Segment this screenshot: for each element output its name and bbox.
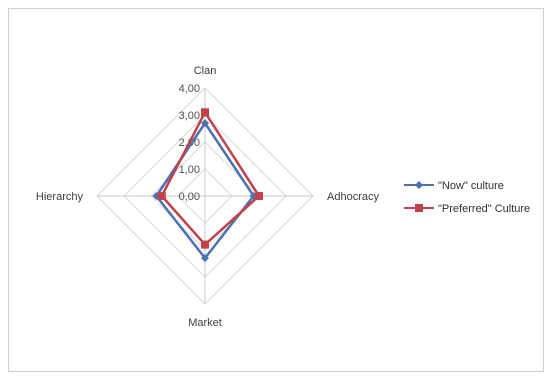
legend-label-preferred: "Preferred" Culture [438,203,530,215]
series-1-point-0 [201,108,209,117]
legend-item-preferred: "Preferred" Culture [404,203,530,215]
tick-label-4: 4,00 [179,83,200,95]
series-1-point-1 [255,192,263,200]
legend: "Now" culture "Preferred" Culture [404,180,530,215]
category-label-hierarchy: Hierarchy [36,191,84,203]
chart-frame [8,8,544,372]
series-0-point-0 [201,119,209,128]
category-label-market: Market [188,317,222,329]
category-labels: Clan Adhocracy Market Hierarchy [36,65,380,329]
series-layer [152,108,263,263]
category-label-adhocracy: Adhocracy [327,191,379,203]
series-1-point-2 [201,240,209,249]
category-label-clan: Clan [194,65,217,77]
tick-label-3: 3,00 [179,110,200,122]
legend-item-now: "Now" culture [404,180,504,192]
series-0-point-2 [201,254,209,263]
legend-marker-now [415,181,423,189]
tick-label-1: 1,00 [179,164,200,176]
tick-label-0: 0,00 [179,191,200,203]
series-1-point-3 [157,192,166,200]
legend-marker-preferred [415,204,423,212]
legend-label-now: "Now" culture [438,180,504,192]
